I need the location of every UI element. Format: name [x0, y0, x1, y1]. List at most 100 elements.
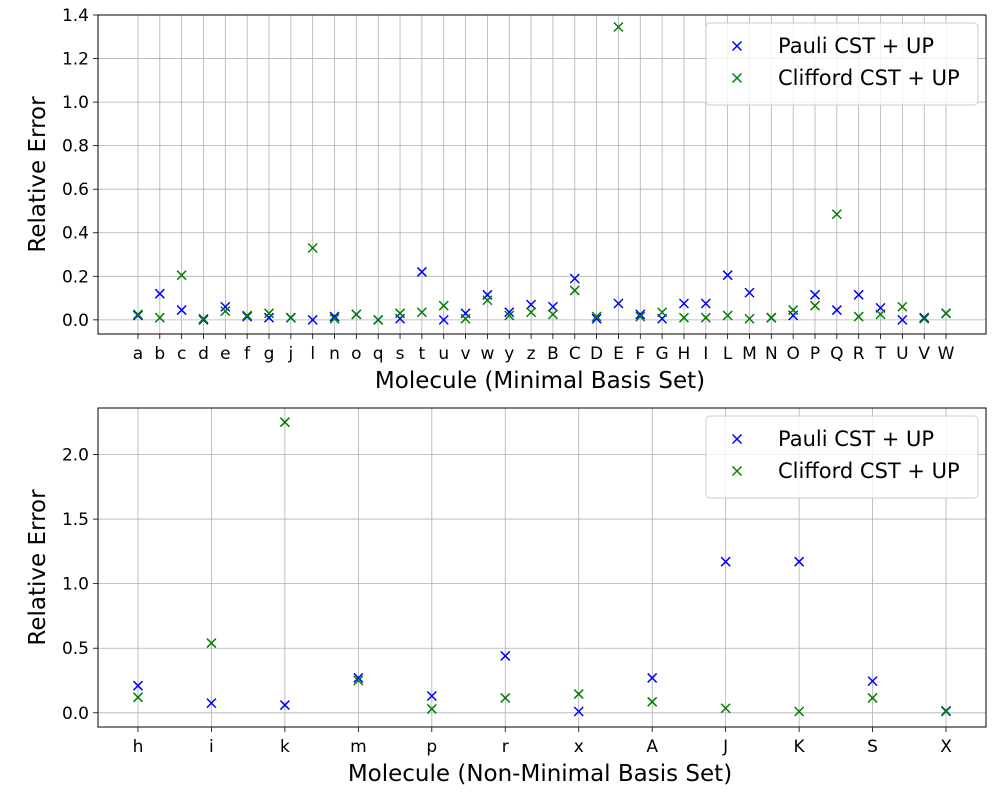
data-point — [198, 314, 209, 325]
minimal-basis-chart: a b c d e f g j l n o q s t u v w y z B C D E F G H I L M N O P Q R T U V W 0.… — [25, 6, 987, 394]
data-point — [329, 311, 340, 322]
x-tick-label: B — [547, 344, 559, 364]
data-point — [919, 313, 930, 324]
x-tick-label: N — [765, 344, 778, 364]
data-point — [647, 696, 658, 707]
data-point — [132, 680, 143, 691]
x-tick-label: r — [502, 737, 509, 757]
data-point — [132, 310, 143, 321]
data-point — [526, 299, 537, 310]
data-point — [154, 288, 165, 299]
y-tick-label: 0.8 — [62, 137, 89, 157]
data-point — [744, 313, 755, 324]
data-point — [242, 311, 253, 322]
x-tick-label: S — [867, 737, 878, 757]
data-point — [504, 307, 515, 318]
plot-frame — [97, 14, 987, 335]
x-tick-label: D — [590, 344, 603, 364]
y-tick-label: 0.6 — [62, 180, 89, 200]
data-point — [547, 301, 558, 312]
data-point — [526, 307, 537, 318]
x-tick-label: q — [373, 344, 384, 364]
data-point — [766, 312, 777, 323]
x-tick-label: o — [351, 344, 361, 364]
data-point — [426, 703, 437, 714]
legend — [705, 415, 979, 499]
x-tick-label: e — [220, 344, 230, 364]
y-tick-label: 0.0 — [62, 704, 89, 724]
x-tick-label: V — [918, 344, 930, 364]
data-point — [353, 672, 364, 683]
data-point — [720, 703, 731, 714]
x-tick-label: j — [287, 344, 293, 364]
x-tick-label: H — [678, 344, 691, 364]
x-tick-label: y — [504, 344, 514, 364]
data-point — [460, 313, 471, 324]
x-axis-label: Molecule (Non-Minimal Basis Set) — [348, 761, 732, 787]
legend-label: Clifford CST + UP — [778, 459, 960, 483]
y-axis-label: Relative Error — [25, 489, 51, 646]
x-tick-label: z — [527, 344, 536, 364]
data-point — [941, 308, 952, 319]
x-tick-label: U — [896, 344, 908, 364]
x-tick-label: I — [703, 344, 708, 364]
data-point — [809, 289, 821, 300]
x-tick-label: h — [133, 737, 144, 757]
x-tick-label: C — [569, 344, 581, 364]
x-tick-label: a — [133, 344, 143, 364]
x-tick-label: L — [723, 344, 733, 364]
data-point — [635, 311, 646, 322]
x-tick-label: F — [635, 344, 645, 364]
x-tick-label: u — [438, 344, 449, 364]
x-tick-label: x — [574, 737, 584, 757]
data-point — [438, 314, 449, 325]
x-tick-label: m — [350, 737, 367, 757]
y-tick-label: 0.5 — [62, 639, 89, 659]
data-point — [569, 285, 580, 296]
data-point — [307, 242, 318, 254]
data-point — [329, 313, 340, 324]
y-tick-label: 1.4 — [62, 6, 89, 26]
data-point — [279, 700, 290, 711]
x-tick-label: p — [426, 737, 437, 757]
legend-marker — [731, 465, 743, 477]
data-point — [897, 301, 908, 312]
data-point — [353, 675, 364, 686]
data-point — [220, 306, 231, 317]
data-point — [722, 310, 733, 321]
x-tick-label: G — [656, 344, 669, 364]
x-tick-label: T — [874, 344, 886, 364]
x-tick-label: X — [940, 737, 952, 757]
data-point — [569, 273, 580, 284]
data-point — [919, 312, 930, 323]
data-point — [176, 270, 187, 281]
data-point — [154, 312, 165, 323]
x-tick-label: w — [480, 344, 494, 364]
y-tick-label: 0.4 — [62, 224, 89, 244]
x-tick-label: J — [722, 737, 728, 757]
data-point — [416, 266, 427, 277]
data-point — [591, 311, 602, 322]
data-point — [307, 314, 318, 325]
legend-marker — [731, 433, 743, 445]
data-point — [176, 305, 187, 316]
x-tick-label: K — [794, 737, 806, 757]
x-tick-label: O — [786, 344, 799, 364]
data-point — [613, 21, 624, 33]
x-tick-label: i — [209, 737, 214, 757]
x-tick-label: t — [419, 344, 426, 364]
data-point — [897, 314, 908, 325]
x-tick-label: b — [154, 344, 165, 364]
data-point — [941, 706, 952, 717]
data-point — [206, 638, 217, 649]
data-point — [722, 270, 733, 281]
data-point — [591, 313, 602, 324]
data-point — [438, 300, 449, 311]
x-tick-label: c — [177, 344, 186, 364]
data-point — [351, 309, 362, 320]
legend-label: Pauli CST + UP — [778, 427, 934, 451]
data-point — [831, 209, 842, 220]
data-point — [853, 289, 864, 300]
data-point — [809, 300, 821, 311]
